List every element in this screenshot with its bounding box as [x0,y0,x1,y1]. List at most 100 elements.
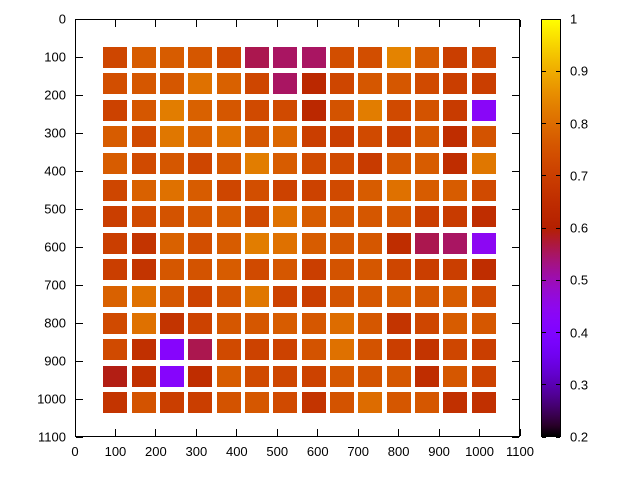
axis-tick [317,20,319,27]
heatmap-cell [358,179,383,201]
heatmap-cell [358,152,383,174]
heatmap-cell [131,126,156,148]
heatmap-cell [273,73,298,95]
x-tick-label: 0 [71,444,79,459]
heatmap-cell [273,339,298,361]
heatmap-cell [273,259,298,281]
heatmap-cell [216,152,241,174]
heatmap-cell [301,392,326,414]
colorbar-tick [556,227,560,229]
heatmap-cell [245,206,270,228]
heatmap-cell [188,285,213,307]
heatmap-cell [245,285,270,307]
heatmap-cell [386,392,411,414]
heatmap-cell [330,392,354,414]
colorbar-tick [542,70,546,72]
heatmap-cell [443,206,468,228]
heatmap-cell [160,392,185,414]
heatmap-cell [358,126,383,148]
heatmap-cell [301,46,326,68]
heatmap-cell [245,392,270,414]
heatmap-cell [471,126,496,148]
heatmap-cell [245,99,270,121]
y-tick-label: 300 [44,125,66,141]
axis-tick [479,429,481,436]
colorbar-tick [542,175,546,177]
heatmap-cell [216,365,241,387]
heatmap-cell [330,126,354,148]
heatmap-cell [386,365,411,387]
heatmap-cell [216,99,241,121]
axis-tick [76,436,83,438]
heatmap-cell [386,99,411,121]
heatmap-cell [188,152,213,174]
heatmap-cell [245,152,270,174]
colorbar-tick-label: 0.6 [570,220,589,236]
heatmap-cell [188,206,213,228]
heatmap-cell [273,206,298,228]
axis-tick [512,18,519,20]
x-tick-label: 600 [306,444,329,459]
heatmap-cell [160,152,185,174]
heatmap-cell [245,365,270,387]
heatmap-cell [358,392,383,414]
axis-tick [74,429,76,436]
heatmap-cell [358,312,383,334]
heatmap-cell [330,206,354,228]
heatmap-cell [471,99,496,121]
heatmap-cell [131,73,156,95]
heatmap-cell [273,99,298,121]
axis-tick [76,56,83,58]
colorbar-tick [556,279,560,281]
heatmap-cell [330,312,354,334]
axis-tick [317,429,319,436]
heatmap-cell [273,392,298,414]
colorbar-tick [542,279,546,281]
heatmap-cell [216,179,241,201]
heatmap-cell [103,206,128,228]
heatmap-cell [103,73,128,95]
axis-tick [512,284,519,286]
heatmap-cell [131,99,156,121]
heatmap-cell [273,152,298,174]
y-tick-label: 0 [58,11,66,27]
heatmap-cell [131,206,156,228]
heatmap-cell [386,152,411,174]
y-tick-label: 600 [44,239,66,255]
heatmap-cell [245,179,270,201]
heatmap-cell [188,179,213,201]
x-tick-label: 100 [104,444,127,459]
heatmap-cell [443,152,468,174]
heatmap-cell [216,206,241,228]
heatmap-cell [414,232,439,254]
heatmap-cell [358,46,383,68]
heatmap-cell [216,312,241,334]
heatmap-cell [216,392,241,414]
heatmap-cell [160,365,185,387]
axis-tick [76,18,83,20]
heatmap-cell [471,392,496,414]
heatmap-cell [216,46,241,68]
axis-tick [438,429,440,436]
colorbar-tick-label: 0.9 [570,63,589,79]
heatmap-cell [330,365,354,387]
axis-tick [512,322,519,324]
colorbar-tick [542,123,546,124]
axis-tick [76,360,83,362]
heatmap-cell [245,126,270,148]
heatmap-cell [273,126,298,148]
axis-tick [512,208,519,210]
colorbar-tick-label: 0.3 [570,377,589,393]
heatmap-cell [386,179,411,201]
heatmap-cell [103,285,128,307]
heatmap-cell [414,152,439,174]
colorbar-tick-label: 1 [570,11,578,27]
axis-tick [76,208,83,210]
heatmap-cell [131,232,156,254]
heatmap-cell [330,46,354,68]
heatmap-cell [160,73,185,95]
heatmap-cell [273,365,298,387]
colorbar-tick [556,175,560,177]
heatmap-cell [414,365,439,387]
heatmap-cell [443,232,468,254]
